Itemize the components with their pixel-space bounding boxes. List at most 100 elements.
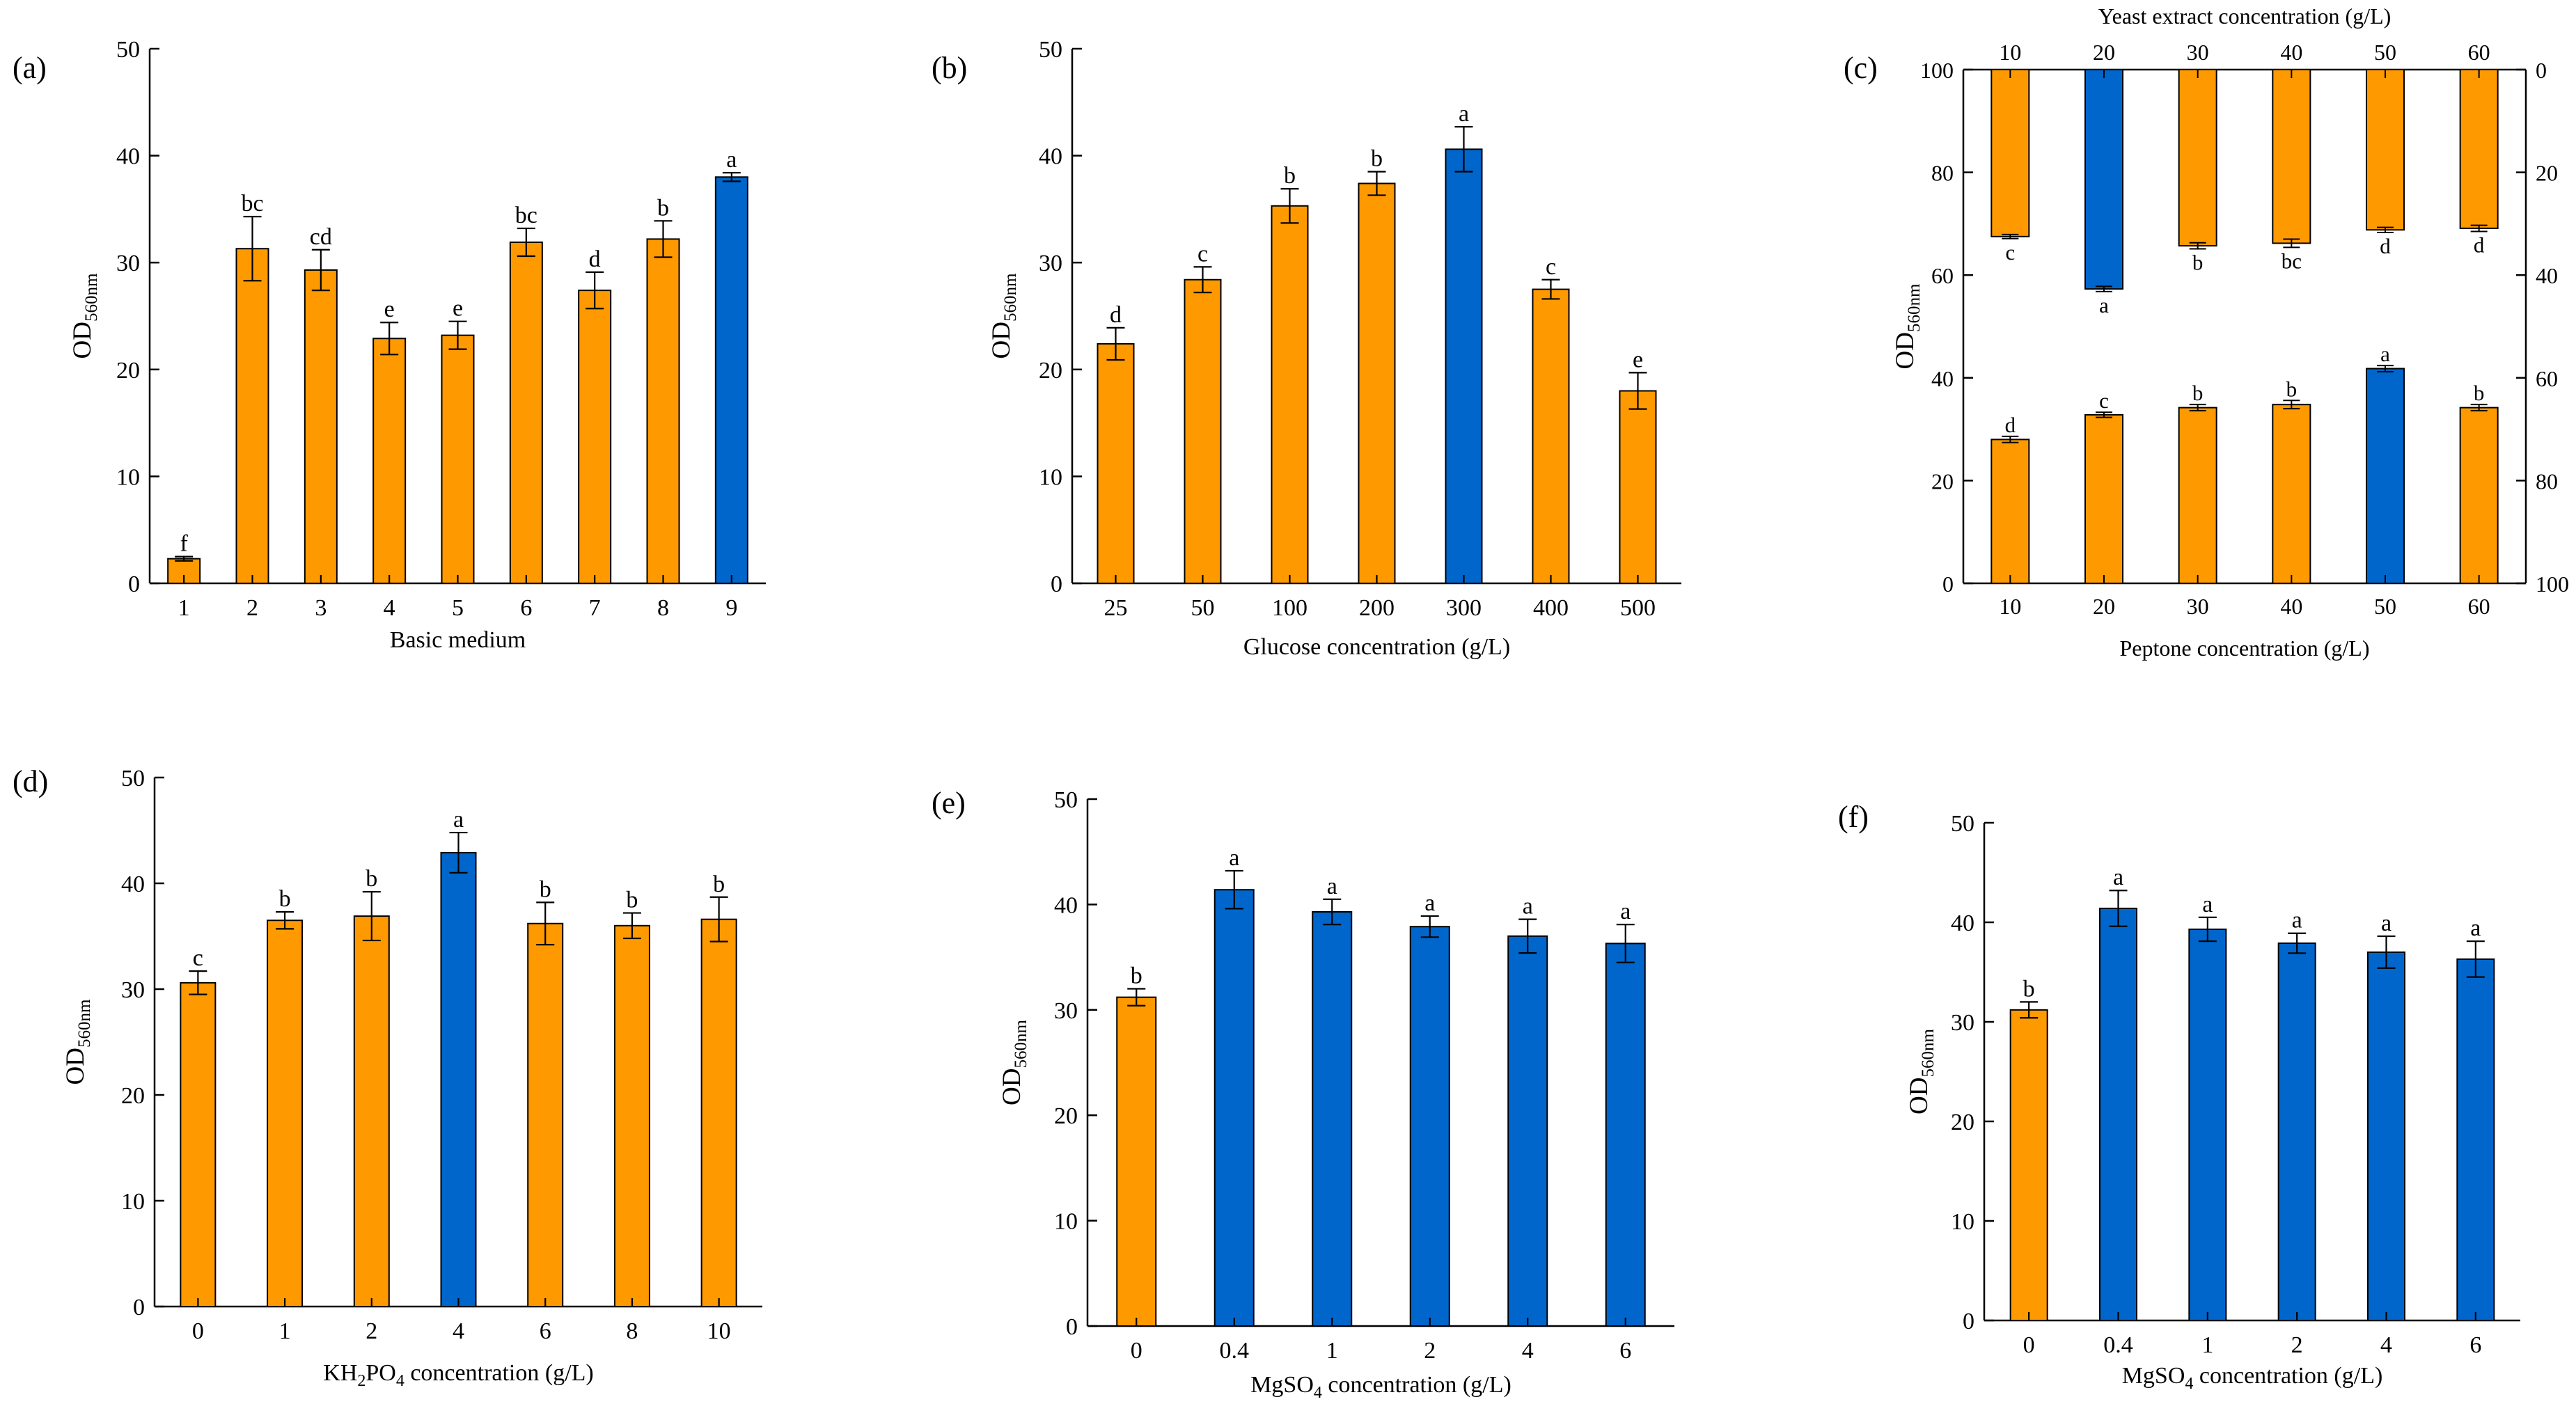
x-tick-label: 200	[1359, 595, 1395, 621]
y-tick-label: 10	[121, 1189, 145, 1215]
x-tick-label: 9	[725, 595, 737, 621]
x-tick-label: 25	[1104, 595, 1128, 621]
significance-letter: bc	[515, 203, 537, 228]
bar	[1312, 910, 1353, 1327]
x-tick-label: 4	[1522, 1338, 1534, 1364]
bar-peptone	[2178, 407, 2217, 584]
bar	[1532, 288, 1570, 584]
x-axis-label-tail: concentration (g/L)	[2193, 1363, 2382, 1389]
y-tick-label-left: 0	[1942, 571, 1954, 597]
panel-c: 0 20 40 60 80 100 0 20 40 60 80 100 d 10 c 10 c 20 a 20 b 30 b…	[1844, 3, 2569, 661]
y-tick-label-right: 60	[2536, 366, 2558, 391]
x-tick-label: 0	[192, 1318, 204, 1344]
significance-letter: b	[279, 886, 291, 912]
y-tick-label: 20	[121, 1083, 145, 1109]
x-tick-label-bottom: 50	[2374, 594, 2396, 619]
x-tick-label: 6	[2469, 1332, 2481, 1358]
bar-yeast-extract	[2366, 69, 2405, 231]
significance-letter: d	[589, 246, 601, 272]
x-axis-label-top: Yeast extract concentration (g/L)	[2098, 3, 2392, 29]
significance-letter: a	[453, 807, 464, 833]
x-tick-label-top: 30	[2187, 40, 2209, 65]
y-tick-label: 50	[1054, 787, 1078, 813]
y-tick-label: 20	[1951, 1110, 1974, 1135]
significance-letter: a	[2113, 865, 2123, 890]
significance-letter: c	[1197, 241, 1208, 267]
x-tick-label: 0	[2023, 1332, 2035, 1358]
x-tick-label: 300	[1446, 595, 1482, 621]
significance-letter: d	[2474, 232, 2485, 257]
significance-letter: c	[1546, 254, 1556, 280]
x-tick-label: 1	[1326, 1338, 1338, 1364]
y-tick-label: 10	[116, 464, 140, 490]
y-axis-label-main: OD	[987, 322, 1016, 358]
y-tick-label: 40	[1951, 910, 1974, 936]
bar	[2277, 942, 2316, 1321]
y-tick-label: 20	[1054, 1103, 1078, 1129]
significance-letter: b	[2286, 377, 2298, 401]
x-tick-label-bottom: 10	[1999, 594, 2021, 619]
y-tick-label: 30	[121, 977, 145, 1003]
y-axis-label-main: OD	[61, 1048, 90, 1084]
x-tick-label: 0	[1131, 1338, 1142, 1364]
panel-b: 0 10 20 30 40 50 d 25 c 50 b 100 b 200 a 300 c 400 e 500 (b)	[932, 37, 1681, 621]
significance-letter: d	[2005, 413, 2016, 437]
bar	[2367, 951, 2405, 1321]
x-tick-label: 100	[1272, 595, 1307, 621]
significance-letter: a	[2381, 910, 2392, 936]
y-axis-label-subscript: 560nm	[1012, 1020, 1030, 1068]
panel-a: 0 10 20 30 40 50 f 1 bc 2 cd 3 e 4 e 5 bc 6 d 7 b 8 a 9 (a)	[13, 37, 766, 621]
y-tick-label-left: 20	[1931, 468, 1954, 494]
significance-letter: b	[1131, 963, 1142, 989]
significance-letter: b	[540, 876, 551, 902]
y-tick-label-right: 100	[2536, 571, 2569, 597]
bar	[1214, 889, 1255, 1327]
significance-letter: bc	[2282, 249, 2302, 273]
bar	[180, 981, 217, 1307]
significance-letter: f	[180, 531, 189, 557]
x-axis-label-subscript: 4	[1314, 1384, 1322, 1402]
bar	[304, 269, 338, 584]
bar	[441, 334, 475, 584]
bar-peptone	[2366, 368, 2405, 584]
y-axis-label: OD560nm	[987, 273, 1020, 358]
significance-letter: a	[2202, 892, 2213, 917]
x-axis-label: Glucose concentration (g/L)	[1243, 634, 1510, 660]
significance-letter: a	[726, 147, 737, 173]
bar	[509, 242, 543, 584]
y-tick-label-left: 100	[1920, 58, 1954, 83]
y-tick-label: 30	[1951, 1010, 1974, 1036]
y-axis-label-main: OD	[1891, 332, 1919, 369]
bar-peptone	[2272, 404, 2311, 585]
bar-peptone	[2459, 407, 2499, 584]
y-tick-label: 50	[121, 766, 145, 791]
bar	[353, 915, 390, 1307]
y-tick-label: 10	[1039, 464, 1062, 490]
bar-yeast-extract	[2459, 69, 2499, 230]
significance-letter: b	[1371, 146, 1383, 172]
x-axis-label-main: Glucose concentration (g/L)	[1243, 634, 1510, 660]
y-axis-label: OD560nm	[61, 999, 94, 1084]
significance-letter: d	[1110, 302, 1122, 328]
bar-yeast-extract	[1990, 69, 2030, 237]
x-tick-label-top: 40	[2280, 40, 2302, 65]
significance-letter: bc	[241, 191, 263, 216]
x-axis-label-main: Basic medium	[390, 627, 526, 653]
y-tick-label-left: 40	[1931, 366, 1954, 391]
y-tick-label: 50	[1951, 811, 1974, 837]
x-axis-label: MgSO4 concentration (g/L)	[1250, 1372, 1511, 1402]
bar	[2099, 907, 2137, 1321]
y-axis-label: OD560nm	[1891, 283, 1924, 369]
x-tick-label: 10	[707, 1318, 731, 1344]
x-tick-label: 6	[540, 1318, 551, 1344]
x-axis-label: Peptone concentration (g/L)	[2120, 636, 2370, 661]
y-axis-label: OD560nm	[1905, 1029, 1938, 1114]
bar	[1619, 390, 1657, 585]
significance-letter: a	[1424, 890, 1435, 916]
y-tick-label: 40	[1054, 892, 1078, 918]
panel-label: (c)	[1844, 51, 1878, 85]
y-tick-label: 0	[1066, 1314, 1078, 1340]
y-tick-label: 40	[116, 144, 140, 170]
y-axis-label: OD560nm	[998, 1020, 1030, 1105]
significance-letter: e	[384, 297, 395, 322]
